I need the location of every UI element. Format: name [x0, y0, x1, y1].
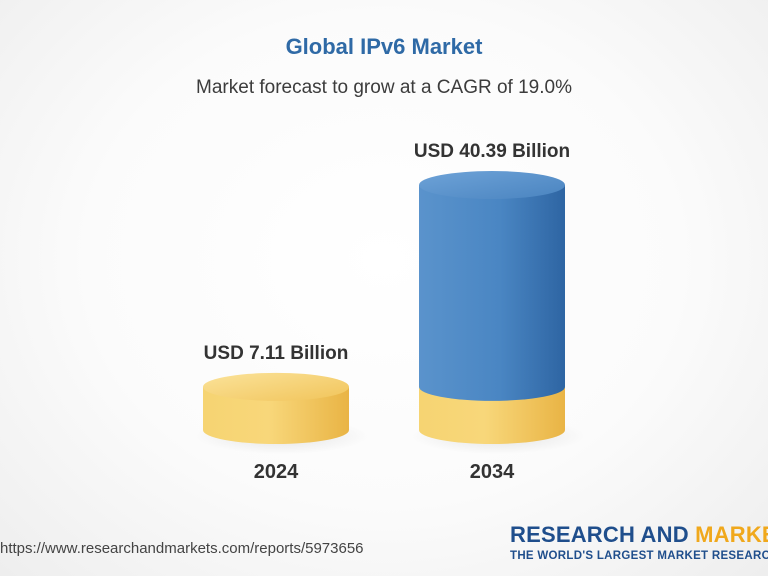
- chart-title: Global IPv6 Market: [285, 34, 483, 59]
- bar-2024: USD 7.11 Billion 2024: [195, 343, 369, 483]
- bar-growth-segment: [419, 171, 565, 401]
- category-label: 2024: [254, 461, 299, 483]
- brand-tagline: THE WORLD'S LARGEST MARKET RESEARCH STOR…: [510, 550, 768, 562]
- value-label: USD 40.39 Billion: [414, 141, 570, 162]
- brand-name: RESEARCH AND MARKETS: [510, 522, 768, 548]
- bar-base-segment: [419, 386, 565, 444]
- brand-name-part2: MARKETS: [695, 522, 768, 547]
- value-label: USD 7.11 Billion: [204, 343, 349, 364]
- category-label: 2034: [470, 461, 515, 483]
- brand-name-part1: RESEARCH AND: [510, 522, 689, 547]
- source-url[interactable]: https://www.researchandmarkets.com/repor…: [0, 540, 364, 557]
- bar-base-segment: [203, 372, 349, 444]
- source-url-text[interactable]: https://www.researchandmarkets.com/repor…: [0, 540, 364, 557]
- bar-2034: USD 40.39 Billion 2034: [411, 141, 585, 483]
- chart-subtitle: Market forecast to grow at a CAGR of 19.…: [196, 77, 572, 98]
- brand-logo: RESEARCH AND MARKETS THE WORLD'S LARGEST…: [510, 522, 768, 576]
